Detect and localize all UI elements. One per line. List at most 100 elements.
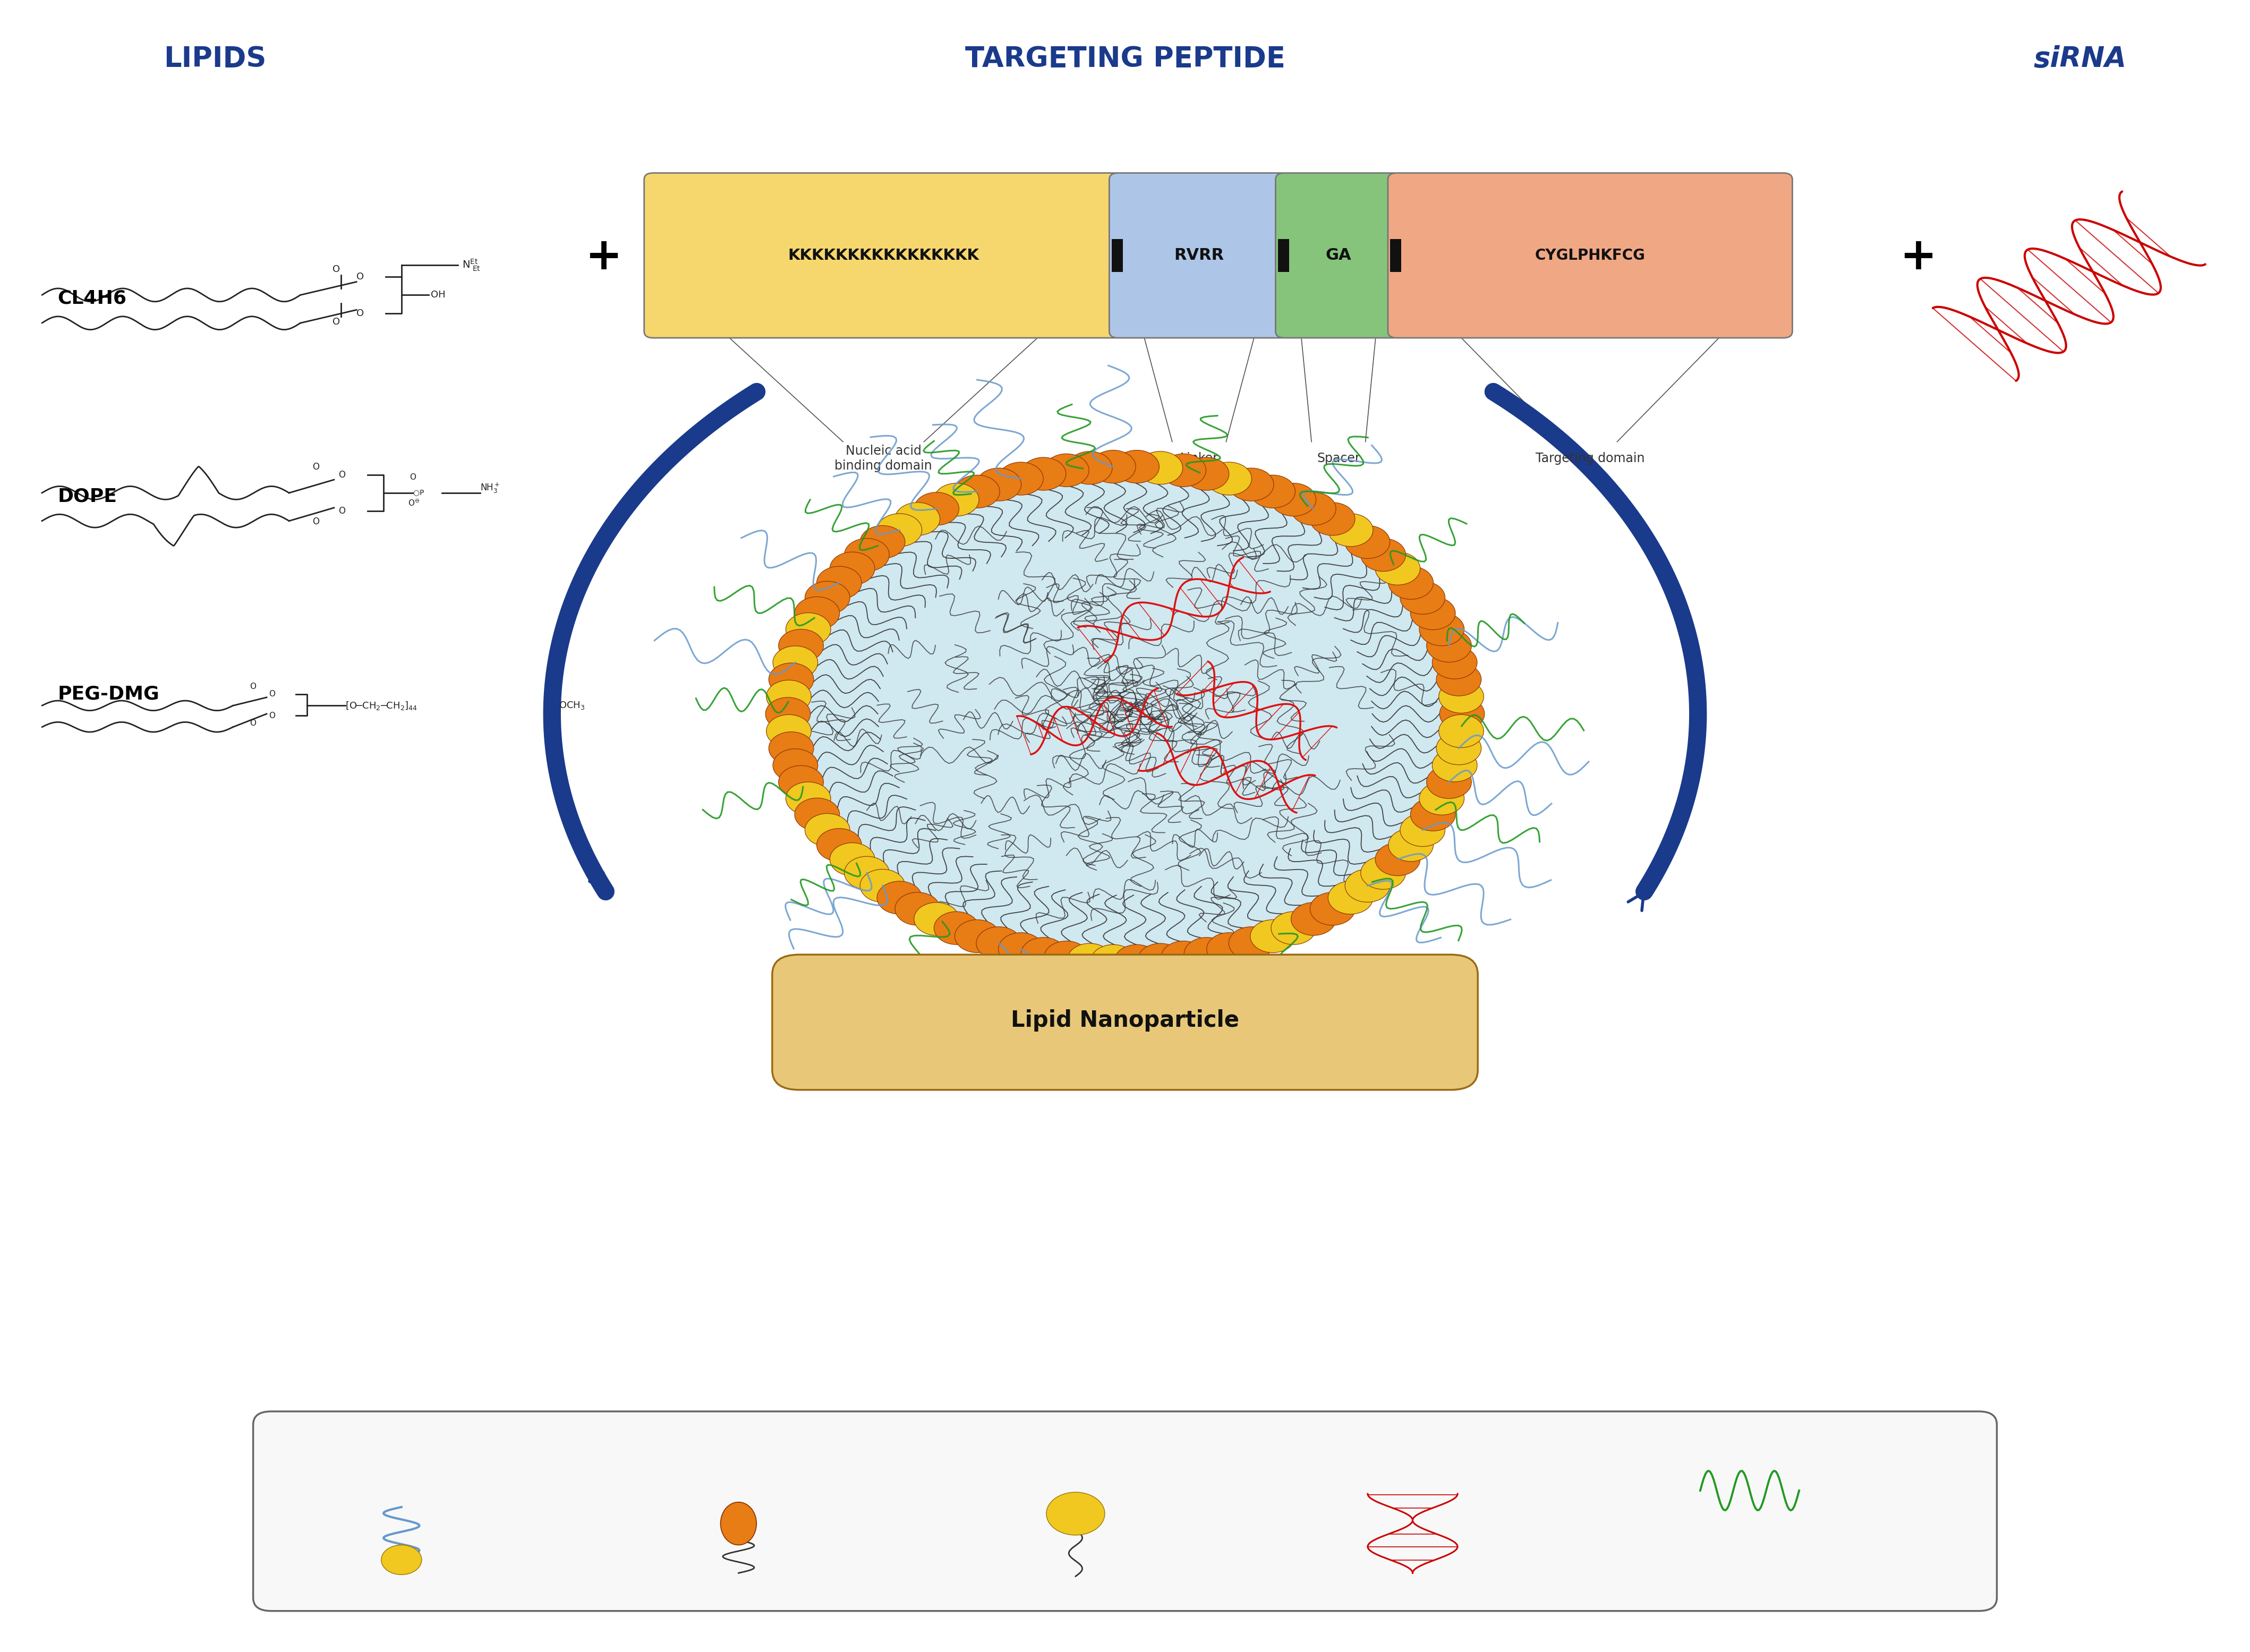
Circle shape	[976, 468, 1022, 501]
Circle shape	[1388, 828, 1433, 861]
Circle shape	[1228, 927, 1274, 960]
FancyBboxPatch shape	[1276, 173, 1402, 339]
Circle shape	[765, 697, 810, 730]
Circle shape	[1184, 937, 1228, 970]
Text: Nucleic acid
binding domain: Nucleic acid binding domain	[835, 444, 932, 472]
Circle shape	[1375, 843, 1420, 876]
Circle shape	[830, 552, 875, 585]
Circle shape	[1044, 454, 1089, 487]
Circle shape	[1066, 451, 1112, 484]
Circle shape	[934, 912, 979, 945]
Text: $\bigcirc$P: $\bigcirc$P	[412, 489, 425, 497]
Circle shape	[914, 492, 958, 525]
Circle shape	[914, 902, 958, 935]
Text: O: O	[338, 506, 346, 515]
Circle shape	[1184, 458, 1228, 491]
Circle shape	[844, 539, 889, 572]
Circle shape	[1440, 697, 1485, 730]
Circle shape	[860, 869, 904, 902]
Text: O: O	[333, 264, 340, 274]
Circle shape	[954, 920, 999, 953]
Circle shape	[1361, 856, 1406, 889]
Text: CL4H6: CL4H6	[58, 289, 126, 307]
Circle shape	[1436, 732, 1481, 765]
Text: RVRR: RVRR	[1174, 248, 1224, 263]
Circle shape	[1046, 1492, 1105, 1535]
Circle shape	[1361, 539, 1406, 572]
Circle shape	[1310, 502, 1354, 535]
Circle shape	[1427, 765, 1472, 798]
Circle shape	[1438, 681, 1483, 714]
Text: +: +	[585, 236, 623, 279]
Circle shape	[1228, 468, 1274, 501]
Text: O: O	[268, 691, 274, 699]
Text: siRNA: siRNA	[1390, 1559, 1433, 1574]
Circle shape	[1044, 942, 1089, 975]
Circle shape	[1114, 449, 1159, 482]
Text: PEG-DMG: PEG-DMG	[58, 686, 160, 704]
Circle shape	[1427, 629, 1472, 662]
Circle shape	[1022, 937, 1066, 970]
Circle shape	[878, 881, 922, 914]
Circle shape	[805, 813, 850, 846]
FancyBboxPatch shape	[1109, 173, 1289, 339]
Circle shape	[1114, 945, 1159, 978]
Circle shape	[1138, 451, 1184, 484]
Circle shape	[1327, 514, 1372, 547]
Text: Targeting domain: Targeting domain	[1534, 453, 1645, 464]
Circle shape	[1271, 912, 1316, 945]
Circle shape	[1161, 454, 1206, 487]
Circle shape	[770, 662, 814, 695]
Text: O: O	[313, 517, 319, 527]
Text: GA: GA	[1325, 248, 1352, 263]
Circle shape	[1138, 943, 1184, 976]
Circle shape	[767, 715, 812, 748]
Circle shape	[1292, 902, 1336, 935]
Bar	[1278, 240, 1289, 273]
Text: OH: OH	[430, 291, 446, 299]
Text: O: O	[250, 719, 256, 727]
Circle shape	[817, 567, 862, 600]
Circle shape	[778, 629, 824, 662]
Circle shape	[794, 798, 839, 831]
Circle shape	[1292, 492, 1336, 525]
Circle shape	[1411, 798, 1456, 831]
Circle shape	[976, 927, 1022, 960]
Text: cY peptide: cY peptide	[1710, 1559, 1789, 1574]
Circle shape	[1438, 715, 1483, 748]
Circle shape	[788, 466, 1462, 961]
Text: siRNA: siRNA	[2034, 45, 2126, 73]
FancyBboxPatch shape	[643, 173, 1123, 339]
Circle shape	[380, 1545, 421, 1574]
Circle shape	[1161, 942, 1206, 975]
Circle shape	[785, 613, 830, 646]
Text: DOPE: DOPE	[58, 487, 117, 506]
Circle shape	[1251, 476, 1296, 509]
Circle shape	[1310, 892, 1354, 925]
Circle shape	[1345, 525, 1390, 558]
Circle shape	[1420, 781, 1465, 814]
Circle shape	[1433, 748, 1478, 781]
Circle shape	[999, 463, 1044, 496]
Circle shape	[999, 933, 1044, 966]
Circle shape	[830, 843, 875, 876]
Circle shape	[1345, 869, 1390, 902]
Circle shape	[805, 582, 850, 615]
Bar	[1390, 240, 1402, 273]
Circle shape	[817, 828, 862, 861]
Circle shape	[844, 856, 889, 889]
Circle shape	[1400, 582, 1444, 615]
Circle shape	[1400, 813, 1444, 846]
Text: Linker: Linker	[1179, 453, 1217, 464]
Circle shape	[785, 781, 830, 814]
Text: O: O	[356, 273, 364, 281]
Bar	[1112, 240, 1123, 273]
Circle shape	[1206, 933, 1251, 966]
Circle shape	[1066, 943, 1112, 976]
Text: N$^{\sf Et}_{\ \sf Et}$: N$^{\sf Et}_{\ \sf Et}$	[461, 258, 482, 273]
Text: NH$_3^+$: NH$_3^+$	[479, 481, 500, 494]
Text: O: O	[313, 463, 319, 472]
Text: O: O	[268, 712, 274, 720]
Text: O: O	[356, 309, 364, 317]
Circle shape	[860, 525, 904, 558]
